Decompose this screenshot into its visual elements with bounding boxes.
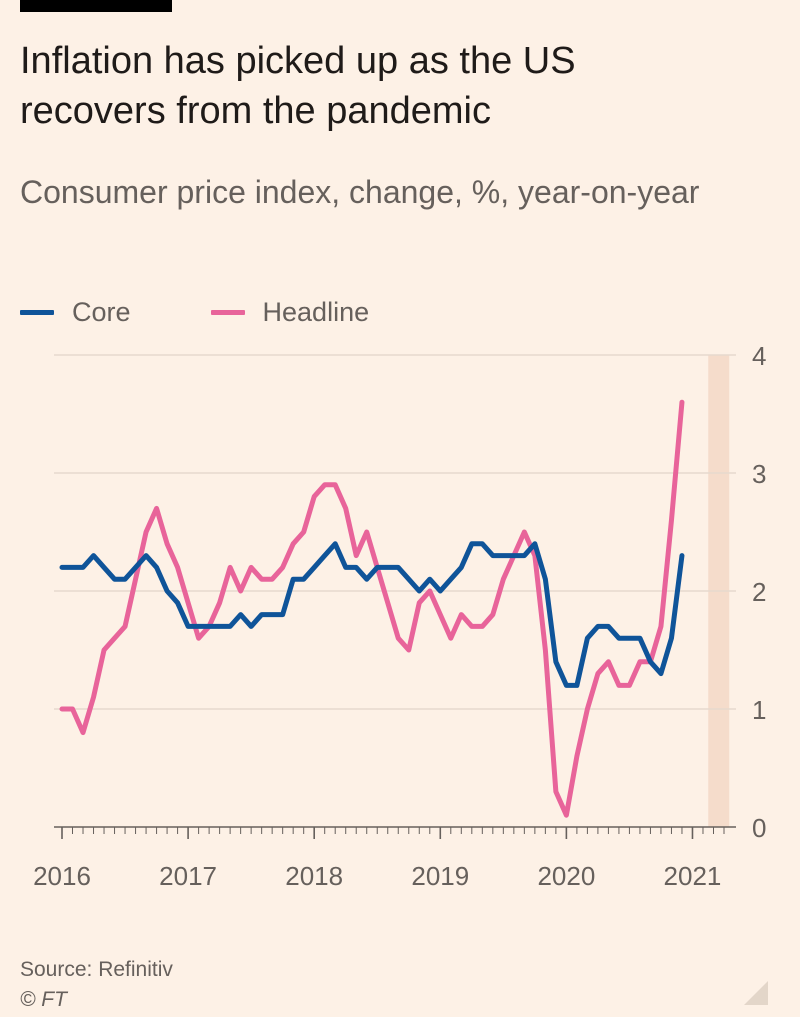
legend-label-headline: Headline	[262, 296, 370, 327]
corner-fold-icon	[744, 981, 768, 1005]
legend-swatch-headline	[210, 309, 245, 315]
source-note: Source: Refinitiv	[20, 958, 173, 981]
ft-top-bar	[20, 0, 172, 12]
legend-item-core: Core	[20, 297, 131, 328]
series-line-core	[59, 541, 685, 688]
x-tick-label-2019: 2019	[411, 861, 469, 891]
series-line-headline	[59, 399, 685, 818]
x-tick-label-2017: 2017	[159, 861, 217, 891]
copyright-note: © FT	[20, 988, 67, 1011]
x-tick-label-2020: 2020	[537, 861, 595, 891]
legend-swatch-core	[20, 309, 54, 315]
y-tick-label-3: 3	[752, 459, 766, 489]
cpi-line-chart: 0 1 2 3 4 2016 2017 2018 2019 2020 2021	[33, 341, 766, 891]
x-tick-label-2016: 2016	[33, 861, 91, 891]
x-tick-label-2021: 2021	[664, 861, 722, 891]
chart-subtitle: Consumer price index, change, %, year-on…	[20, 174, 700, 210]
y-tick-label-4: 4	[752, 341, 766, 371]
legend-item-headline: Headline	[210, 296, 370, 328]
chart-title: Inflation has picked up as the US recove…	[20, 40, 576, 132]
y-tick-label-2: 2	[752, 577, 766, 607]
legend-label-core: Core	[72, 296, 131, 327]
legend: Core Headline	[20, 294, 449, 330]
x-tick-label-2018: 2018	[285, 861, 343, 891]
y-tick-label-0: 0	[752, 813, 766, 843]
y-tick-label-1: 1	[752, 695, 766, 725]
